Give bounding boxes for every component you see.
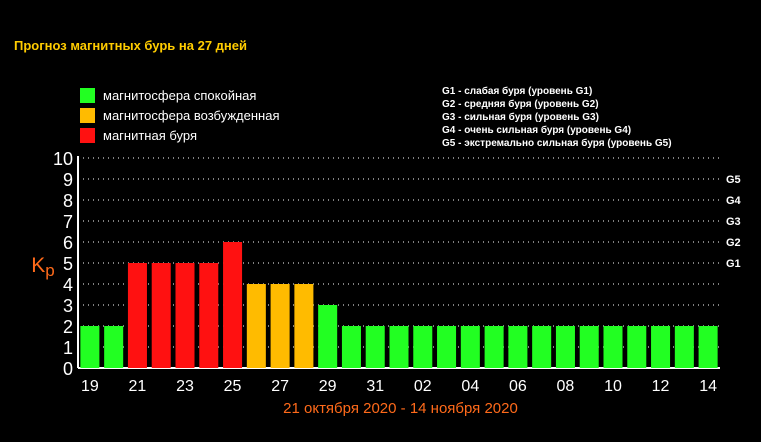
bar [413,326,433,368]
x-tick-label: 27 [271,378,289,395]
x-tick-label: 02 [414,378,432,395]
x-tick-label: 06 [509,378,527,395]
date-range-label: 21 октября 2020 - 14 ноября 2020 [283,400,518,417]
legend-swatch-quiet [80,87,95,103]
bar [437,326,457,368]
legend-item-active: магнитосфера возбужденная [80,107,280,123]
bar [318,305,338,368]
g-level-label: G5 [726,174,741,186]
bar [508,326,528,368]
legend-item-storm: магнитная буря [80,127,197,143]
bar [365,326,385,368]
y-tick-label: 3 [63,296,73,316]
y-axis-label: Kp [31,254,54,280]
bar [104,326,124,368]
bar [175,263,195,368]
y-tick-label: 0 [63,359,73,379]
x-tick-label: 10 [604,378,622,395]
g-legend-g4: G4 - очень сильная буря (уровень G4) [442,125,632,136]
bar [555,326,575,368]
y-tick-label: 2 [63,317,73,337]
x-tick-label: 19 [81,378,99,395]
y-tick-label: 4 [63,275,73,295]
bar [484,326,504,368]
x-tick-label: 23 [176,378,194,395]
x-tick-label: 29 [319,378,337,395]
bar [127,263,147,368]
bar [246,284,266,368]
legend-swatch-active [80,107,95,123]
bar [651,326,671,368]
y-tick-label: 7 [63,212,73,232]
bar [389,326,409,368]
g-level-label: G1 [726,258,741,270]
bar [698,326,718,368]
legend-item-quiet: магнитосфера спокойная [80,87,256,103]
x-tick-label: 08 [557,378,575,395]
x-tick-label: 21 [129,378,147,395]
bar [270,284,290,368]
chart-title: Прогноз магнитных бурь на 27 дней [14,38,247,53]
y-tick-label: 8 [63,191,73,211]
bar [341,326,361,368]
x-tick-label: 25 [224,378,242,395]
bar [579,326,599,368]
legend-label-active: магнитосфера возбужденная [103,107,280,123]
g-level-label: G3 [726,216,741,228]
x-tick-label: 04 [461,378,479,395]
y-tick-label: 6 [63,233,73,253]
legend-label-storm: магнитная буря [103,127,198,143]
bar [199,263,219,368]
y-tick-label: 5 [63,254,73,274]
y-tick-label: 9 [63,170,73,190]
bar [460,326,480,368]
y-tick-label: 10 [53,149,73,169]
g-legend-g3: G3 - сильная буря (уровень G3) [442,112,599,123]
bar [603,326,623,368]
legend-label-quiet: магнитосфера спокойная [103,87,257,103]
g-legend-g5: G5 - экстремально сильная буря (уровень … [442,138,672,149]
bar [223,242,243,368]
bar [294,284,314,368]
bar [80,326,100,368]
bar [532,326,552,368]
g-legend-g2: G2 - средняя буря (уровень G2) [442,99,599,110]
legend-swatch-storm [80,127,95,143]
bar [627,326,647,368]
x-tick-label: 31 [366,378,384,395]
g-level-label: G2 [726,237,741,249]
g-legend-g1: G1 - слабая буря (уровень G1) [442,86,593,97]
bar [674,326,694,368]
x-tick-label: 12 [652,378,670,395]
y-tick-label: 1 [63,338,73,358]
g-level-label: G4 [726,195,742,207]
bar [151,263,171,368]
x-tick-label: 14 [699,378,717,395]
